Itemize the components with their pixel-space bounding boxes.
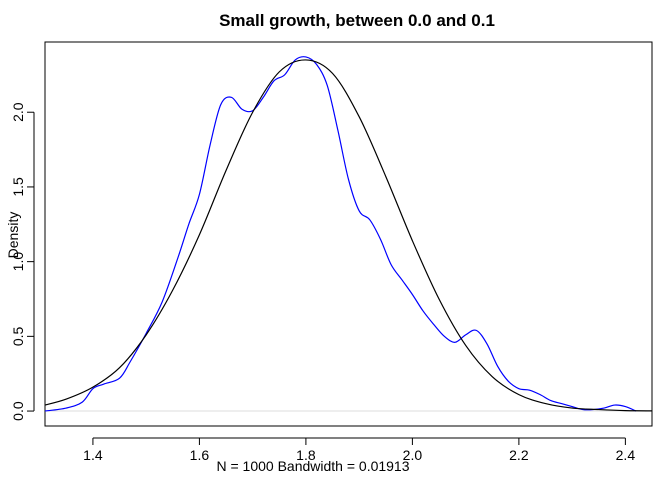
y-tick-label: 0.5: [10, 326, 26, 346]
chart-title: Small growth, between 0.0 and 0.1: [219, 11, 495, 30]
x-tick-label: 1.8: [296, 447, 316, 463]
y-tick-label: 2.0: [10, 102, 26, 122]
y-tick-label: 1.0: [10, 252, 26, 272]
x-tick-label: 2.0: [403, 447, 423, 463]
x-tick-label: 2.2: [509, 447, 529, 463]
x-tick-label: 1.6: [190, 447, 210, 463]
x-tick-label: 2.4: [616, 447, 636, 463]
density-curve-black: [44, 59, 653, 412]
series-layer: [44, 56, 653, 412]
y-axis-label: Density: [5, 212, 21, 259]
y-tick-label: 1.5: [10, 177, 26, 197]
y-tick-label: 0.0: [10, 401, 26, 421]
x-tick-label: 1.4: [83, 447, 103, 463]
plot-frame: [44, 41, 653, 427]
x-axis-label: N = 1000 Bandwidth = 0.01913: [216, 458, 409, 474]
x-axis: 1.4 1.6 1.8 2.0 2.2 2.4: [83, 437, 636, 463]
y-axis: 0.0 0.5 1.0 1.5 2.0: [10, 102, 35, 421]
density-curve-blue: [44, 56, 637, 412]
